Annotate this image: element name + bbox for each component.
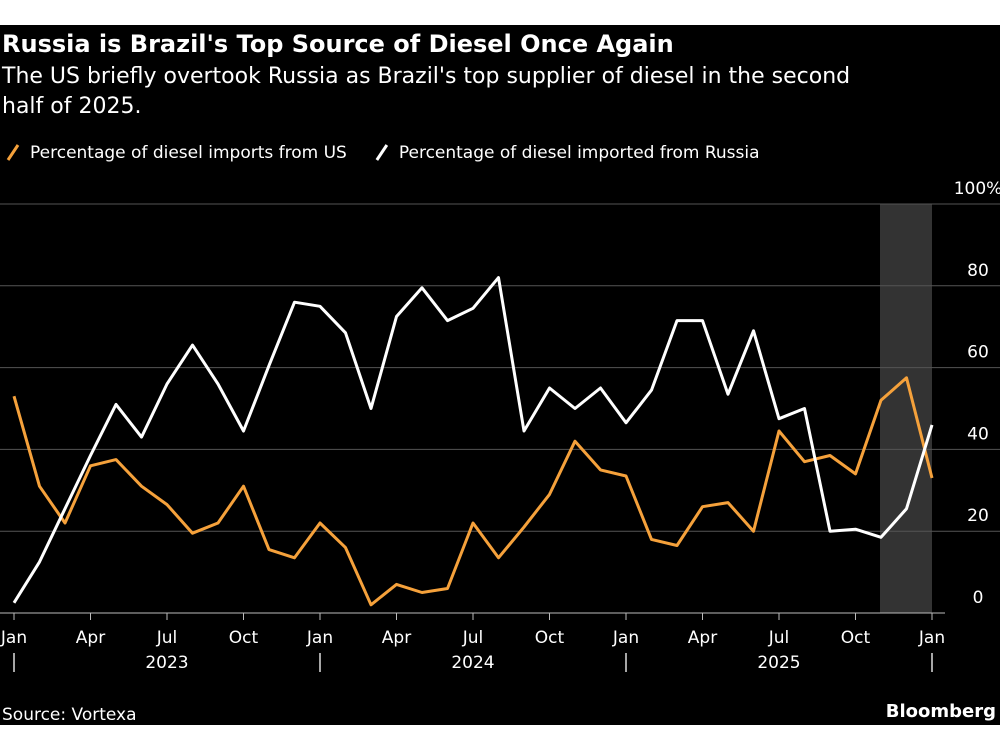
chart-title: Russia is Brazil's Top Source of Diesel … bbox=[2, 30, 674, 58]
x-tick-label: Oct bbox=[535, 628, 565, 648]
y-tick-label: 60 bbox=[967, 343, 989, 363]
brand: Bloomberg bbox=[886, 701, 996, 722]
x-tick-label: Jul bbox=[462, 628, 484, 648]
year-label: 2024 bbox=[451, 653, 494, 673]
x-tick-label: Jan bbox=[306, 628, 333, 648]
x-tick-label: Apr bbox=[382, 628, 411, 648]
y-tick-label: 100% bbox=[954, 179, 1000, 199]
x-tick-label: Apr bbox=[688, 628, 717, 648]
y-tick-label: 0 bbox=[973, 588, 984, 608]
source: Source: Vortexa bbox=[2, 705, 137, 725]
x-tick-label: Oct bbox=[841, 628, 871, 648]
legend-label: Percentage of diesel imported from Russi… bbox=[399, 143, 760, 163]
x-tick-label: Apr bbox=[76, 628, 105, 648]
x-tick-label: Jul bbox=[156, 628, 178, 648]
y-tick-label: 20 bbox=[967, 506, 989, 526]
y-tick-label: 40 bbox=[967, 424, 989, 444]
subtitle: half of 2025. bbox=[2, 94, 141, 119]
x-tick-label: Oct bbox=[229, 628, 259, 648]
year-label: 2025 bbox=[757, 653, 800, 673]
legend-swatch bbox=[375, 144, 389, 161]
subtitle: The US briefly overtook Russia as Brazil… bbox=[1, 64, 850, 89]
series-line bbox=[12, 276, 934, 604]
x-tick-label: Jul bbox=[768, 628, 790, 648]
shaded-range bbox=[880, 204, 932, 613]
background bbox=[0, 25, 1000, 725]
legend-label: Percentage of diesel imports from US bbox=[30, 143, 347, 163]
x-tick-label: Jan bbox=[918, 628, 945, 648]
year-label: 2023 bbox=[145, 653, 188, 673]
series-line bbox=[12, 376, 934, 607]
x-tick-label: Jan bbox=[612, 628, 639, 648]
y-tick-label: 80 bbox=[967, 261, 989, 281]
legend-swatch bbox=[6, 144, 20, 161]
x-tick-label: Jan bbox=[0, 628, 27, 648]
